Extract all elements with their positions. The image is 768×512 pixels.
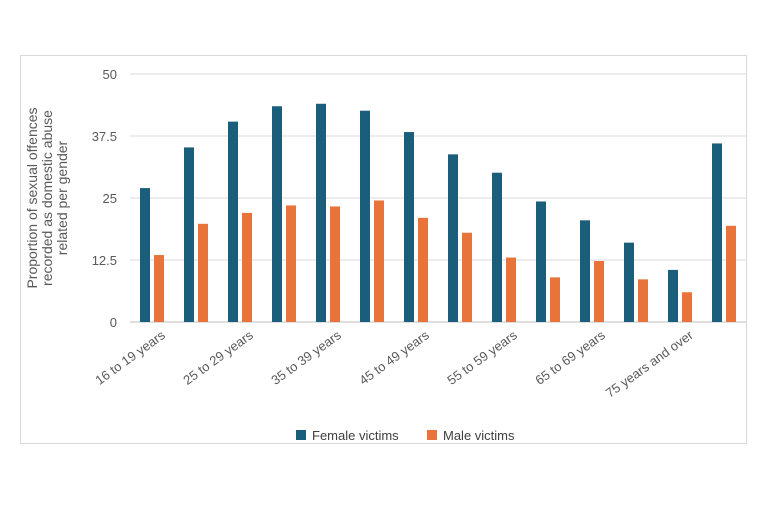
female-bar: [492, 172, 502, 322]
male-bar: [638, 279, 648, 322]
male-bar: [550, 277, 560, 322]
x-tick-label: 65 to 69 years: [532, 327, 608, 388]
male-bar: [374, 200, 384, 322]
y-axis-title-line: Proportion of sexual offences: [24, 107, 40, 288]
x-tick-label: 45 to 49 years: [356, 327, 432, 388]
male-bar: [286, 205, 296, 322]
female-bar: [624, 242, 634, 322]
x-tick-label: 16 to 19 years: [92, 327, 168, 388]
gridlines: [130, 73, 746, 323]
male-bar: [418, 217, 428, 322]
y-axis-title: Proportion of sexual offencesrecorded as…: [24, 107, 70, 288]
y-axis-title-line: recorded as domestic abuse: [39, 110, 55, 286]
male-bar: [682, 292, 692, 322]
y-axis-label: Proportion of sexual offencesrecorded as…: [24, 107, 70, 288]
female-bar: [580, 220, 590, 322]
y-tick-label: 25: [103, 191, 117, 206]
male-bar: [726, 225, 736, 322]
bars: [140, 103, 736, 323]
female-bar: [316, 103, 326, 322]
x-tick-label: 55 to 59 years: [444, 327, 520, 388]
legend-label: Male victims: [443, 428, 515, 443]
y-tick-label: 50: [103, 67, 117, 82]
female-bar: [448, 154, 458, 322]
female-bar: [404, 132, 414, 322]
female-bar: [140, 188, 150, 322]
male-bar: [462, 232, 472, 322]
female-bar: [536, 201, 546, 322]
female-legend-swatch: [296, 430, 306, 440]
male-bar: [594, 260, 604, 322]
female-bar: [712, 143, 722, 322]
y-tick-label: 12.5: [92, 253, 117, 268]
x-axis-ticks: 16 to 19 years 25 to 29 years 35 to 39 yea…: [92, 327, 696, 401]
legend: Female victims Male victims: [296, 428, 515, 443]
y-axis-title-line: related per gender: [54, 140, 70, 255]
x-tick-label: 35 to 39 years: [268, 327, 344, 388]
female-bar: [668, 269, 678, 322]
male-bar: [154, 255, 164, 322]
male-legend-swatch: [427, 430, 437, 440]
male-bar: [330, 206, 340, 322]
y-tick-label: 37.5: [92, 129, 117, 144]
male-bar: [198, 223, 208, 322]
x-tick-label: 75 years and over: [603, 327, 697, 401]
female-bar: [184, 147, 194, 322]
y-axis-ticks: 0 12.5 25 37.5 50: [92, 67, 117, 330]
female-bar: [360, 110, 370, 322]
female-bar: [228, 121, 238, 322]
male-bar: [242, 212, 252, 322]
female-bar: [272, 106, 282, 323]
legend-label: Female victims: [312, 428, 399, 443]
male-bar: [506, 257, 516, 322]
x-tick-label: 25 to 29 years: [180, 327, 256, 388]
y-tick-label: 0: [110, 315, 117, 330]
